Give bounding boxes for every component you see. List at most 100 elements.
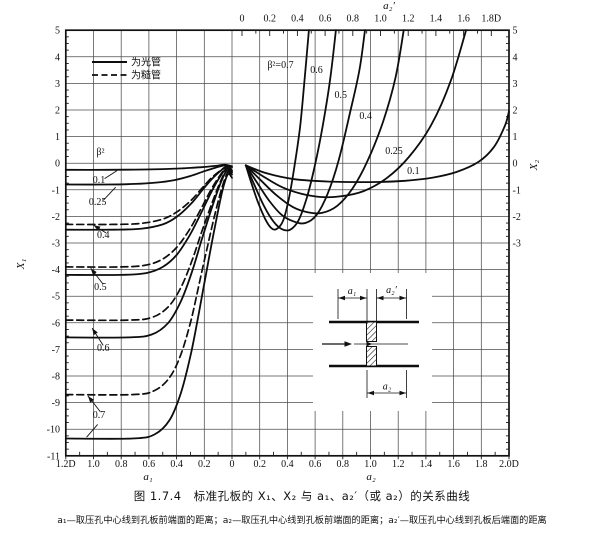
curve-beta2-0.7-upstream-dashed [64,171,233,396]
annotations-layer: β² 0.1 0.25 0.4 0.5 0.6 0.7 β²=0.7 0.6 0.5 0.4 0.25… [86,60,420,438]
bottom-tick-label: 0 [230,459,235,470]
left-tick-label: -9 [52,398,60,409]
left-tick-label: 4 [55,52,60,63]
left-tick-label: 2 [55,106,60,117]
dim-arrow [399,390,406,396]
left-axis-title-x1: X₁ [15,259,27,271]
curve-label: 0.1 [93,175,106,186]
annotation-leader [90,267,104,285]
dim-arrow [338,295,345,301]
legend-solid-label: 为光管 [131,56,161,69]
curve-beta2-0.4-upstream-dashed [64,165,233,226]
orifice-plate-upper [366,321,377,342]
right-tick-label: 5 [513,26,518,37]
curve-label: 0.6 [97,343,110,354]
top-tick-label: 1.6 [457,14,470,25]
top-tick-label: 1.2 [402,14,415,25]
top-tick-label: 0.6 [319,14,332,25]
top-tick-label: 0.2 [263,14,276,25]
top-tick-label: 0.8 [347,14,360,25]
inset-orifice-diagram: a₁ a₂′ a₂ [313,273,432,411]
curve-beta2-0.25-downstream-solid [244,29,467,199]
left-tick-label: 1 [55,132,60,143]
left-tick-label: -11 [47,451,60,462]
curve-label: 0.7 [93,410,106,421]
curve-label: β² [96,147,104,158]
left-tick-label: -1 [52,185,60,196]
bottom-tick-label: 1.2D [56,459,76,470]
curves-layer [64,29,510,440]
curve-label: β²=0.7 [267,60,293,71]
bottom-tick-label: 0.6 [309,459,322,470]
top-axis-title: a₂′ [383,0,395,12]
curve-beta2-0.5-upstream-dashed [64,167,233,268]
right-tick-label: -2 [513,212,521,223]
curve-label: 0.4 [359,111,372,122]
curve-beta2-0.6-upstream-dashed [64,169,233,322]
curve-label: 0.25 [385,146,403,157]
orifice-plate-lower [366,346,377,367]
legend-dashed-label: 为糙管 [131,69,161,82]
curve-beta2-0.25-upstream-solid [64,164,233,186]
bottom-tick-label: 2.0D [499,459,519,470]
bottom-tick-label: 0.6 [143,459,156,470]
bottom-axis-title-a1: a₁ [143,471,153,483]
bottom-tick-label: 1.6 [447,459,460,470]
left-tick-label: -2 [52,212,60,223]
annotation-leader [102,186,116,201]
curve-beta2-0.1-downstream-solid [244,110,510,184]
dim-arrow [360,295,367,301]
right-tick-label: 0 [513,159,518,170]
annotation-leader [93,224,107,234]
bottom-tick-label: 1.0 [364,459,377,470]
bottom-tick-label: 0.4 [170,459,183,470]
legend: 为光管 为糙管 [92,56,161,82]
annotation-leader [104,170,118,180]
flow-arrow-icon [344,341,352,347]
annotation-leader [86,424,98,438]
top-tick-label: 0 [240,14,245,25]
bottom-axis-title-a2: a₂ [366,471,376,483]
curve-beta2-0.4-downstream-solid [244,29,405,215]
left-tick-label: -7 [52,345,60,356]
left-tick-label: -5 [52,292,60,303]
left-tick-label: -8 [52,372,60,383]
left-tick-label: 0 [55,159,60,170]
bottom-tick-label: 0.2 [253,459,266,470]
bottom-tick-label: 0.8 [115,459,128,470]
top-tick-label: 1.4 [430,14,443,25]
curve-label: 0.6 [310,65,323,76]
left-tick-label: -3 [52,239,60,250]
right-tick-label: -3 [513,239,521,250]
figure-footnote: a₁—取压孔中心线到孔板前端面的距离；a₂—取压孔中心线到孔板前端面的距离；a₂… [57,514,546,526]
curve-beta2-0.6-downstream-solid [244,29,337,232]
right-axis-title-x2: X₂ [528,160,540,172]
curve-beta2-0.7-downstream-solid [244,29,310,231]
right-tick-label: 1 [513,132,518,143]
curve-label: 0.4 [97,230,110,241]
left-tick-label: -10 [47,425,60,436]
curve-label: 0.25 [89,197,107,208]
curve-beta2-0.7-upstream-solid [64,172,233,440]
left-tick-label: 3 [55,79,60,90]
bottom-tick-label: 1.2 [392,459,405,470]
left-tick-label: 5 [55,26,60,37]
right-tick-label: 4 [513,52,518,63]
curve-beta2-0.5-downstream-solid [244,29,366,225]
bottom-tick-label: 0.8 [337,459,350,470]
bottom-tick-label: 0.4 [281,459,294,470]
bottom-tick-label: 1.4 [420,459,433,470]
left-tick-label: -6 [52,318,60,329]
annotation-leader [87,395,101,413]
dim-arrow [377,295,384,301]
top-tick-label: 0.4 [291,14,304,25]
curve-label: 0.5 [334,90,347,101]
annotation-leader [91,327,104,346]
curve-label: 0.5 [94,282,107,293]
right-tick-label: -1 [513,185,521,196]
right-tick-label: 2 [513,106,518,117]
bottom-tick-label: 1.8 [475,459,488,470]
inset-label-a2: a₂ [383,382,392,393]
